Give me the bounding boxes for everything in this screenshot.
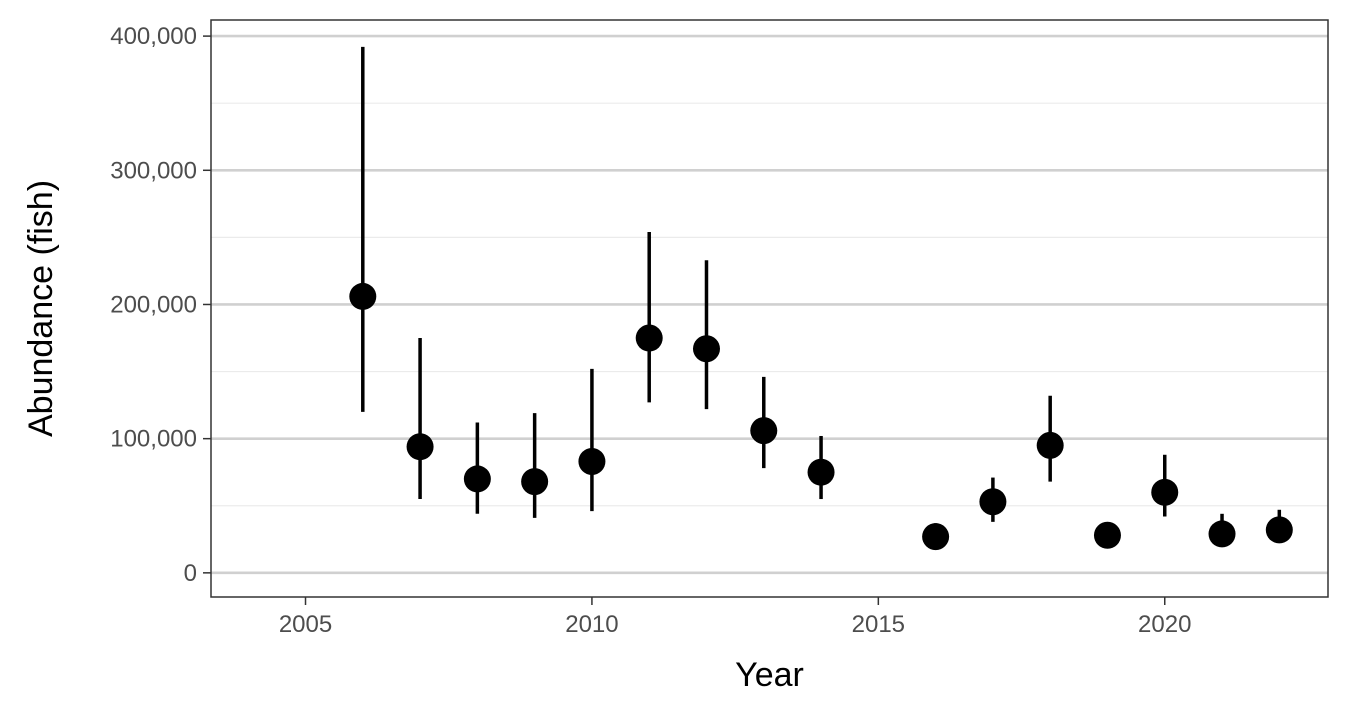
x-tick-label: 2020 xyxy=(1138,611,1191,638)
x-tick-label: 2015 xyxy=(852,611,905,638)
data-point xyxy=(1093,521,1121,549)
data-point xyxy=(692,335,720,363)
data-point xyxy=(807,458,835,486)
data-point xyxy=(750,417,778,445)
data-point xyxy=(406,433,434,461)
data-point xyxy=(349,282,377,310)
data-point xyxy=(578,447,606,475)
y-axis-title: Abundance (fish) xyxy=(22,180,60,437)
data-point xyxy=(1036,431,1064,459)
data-point xyxy=(979,488,1007,516)
x-tick-label: 2010 xyxy=(565,611,618,638)
data-point xyxy=(635,324,663,352)
data-point xyxy=(463,465,491,493)
data-points xyxy=(349,282,1293,551)
data-point xyxy=(1151,478,1179,506)
x-axis-title: Year xyxy=(735,656,804,694)
plot-panel-border xyxy=(210,19,1329,598)
y-tick-label: 200,000 xyxy=(110,291,197,318)
data-point xyxy=(922,523,950,551)
y-tick-label: 0 xyxy=(184,560,197,587)
x-tick-label: 2005 xyxy=(279,611,332,638)
data-point xyxy=(521,468,549,496)
y-tick-label: 100,000 xyxy=(110,426,197,453)
y-tick-label: 400,000 xyxy=(110,23,197,50)
axes: 0 100,000 200,000 300,000 400,000 2005 2010 201… xyxy=(110,23,1191,638)
y-tick-label: 300,000 xyxy=(110,157,197,184)
data-point xyxy=(1208,520,1236,548)
data-point xyxy=(1265,516,1293,544)
